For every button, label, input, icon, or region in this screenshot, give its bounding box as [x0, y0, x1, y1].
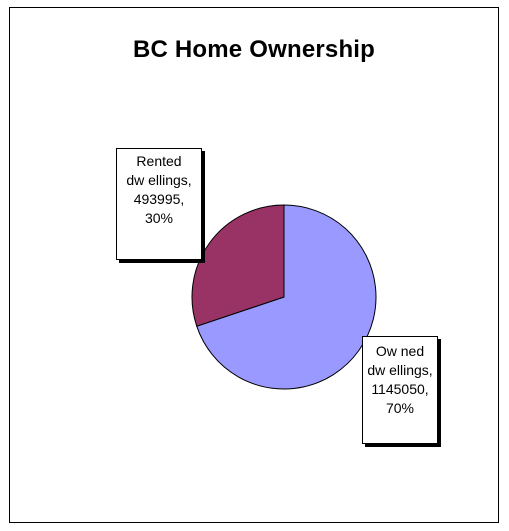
- data-label-line: dw ellings,: [367, 362, 433, 378]
- data-label-line: 70%: [385, 400, 415, 416]
- data-label-line: Rented: [136, 153, 182, 169]
- pie-slice-owned: [196, 204, 377, 390]
- data-label-line: Ow ned: [375, 343, 425, 359]
- data-label-line: dw ellings,: [126, 172, 192, 188]
- data-label-line: 1145050,: [371, 381, 429, 397]
- pie-slice-rented: [191, 204, 285, 327]
- chart-title: BC Home Ownership: [132, 36, 376, 63]
- data-label-owned: Ow ned dw ellings, 1145050, 70%: [362, 336, 438, 444]
- data-label-line: 30%: [144, 210, 174, 226]
- data-label-line: 493995,: [133, 191, 185, 207]
- data-label-rented: Rented dw ellings, 493995, 30%: [116, 148, 202, 260]
